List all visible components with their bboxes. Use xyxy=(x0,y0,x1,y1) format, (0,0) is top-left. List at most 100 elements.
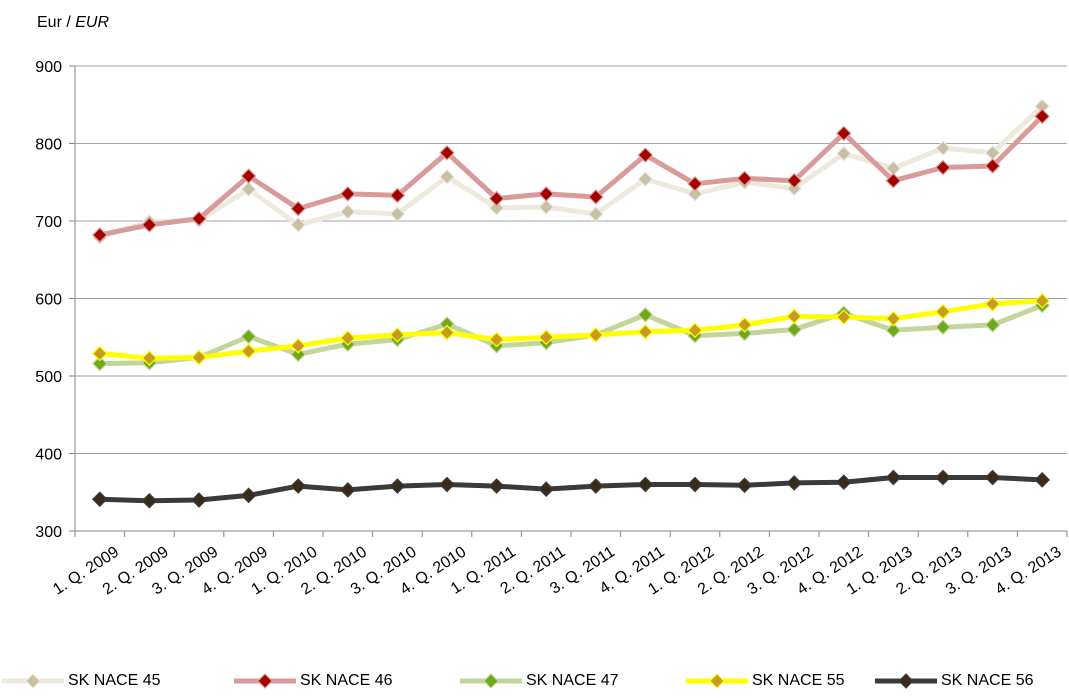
data-point-marker xyxy=(439,168,455,185)
legend-item: SK NACE 56 xyxy=(873,666,1033,696)
series-line xyxy=(97,303,1045,367)
data-point-marker xyxy=(736,317,753,333)
data-point-marker xyxy=(587,327,604,343)
legend-item: SK NACE 46 xyxy=(232,666,392,696)
data-point-marker xyxy=(1034,108,1051,125)
data-point-marker xyxy=(1034,472,1051,488)
data-point-marker xyxy=(786,321,803,338)
data-point-marker xyxy=(488,478,505,494)
data-point-marker xyxy=(191,349,207,366)
data-point-marker xyxy=(141,217,158,233)
data-point-marker xyxy=(91,345,108,362)
data-point-marker xyxy=(687,175,703,192)
data-point-marker xyxy=(91,227,108,243)
data-point-marker xyxy=(141,492,158,509)
legend-label: SK NACE 46 xyxy=(300,672,393,689)
legend-marker xyxy=(709,673,725,689)
series-sk-nace-55 xyxy=(91,292,1051,367)
data-point-marker xyxy=(637,306,654,323)
y-axis-unit-label: Eur / EUR xyxy=(37,14,109,32)
series-sk-nace-56 xyxy=(91,469,1051,509)
data-point-marker xyxy=(587,189,604,205)
data-point-marker xyxy=(488,190,505,207)
series-line xyxy=(97,113,1045,238)
data-point-marker xyxy=(339,482,356,498)
data-point-marker xyxy=(488,199,505,216)
data-point-marker xyxy=(439,476,455,493)
data-point-marker xyxy=(91,355,108,372)
data-point-marker xyxy=(687,186,703,202)
data-point-marker xyxy=(935,319,951,336)
series-sk-nace-46 xyxy=(91,108,1051,243)
data-point-marker xyxy=(935,159,951,176)
unit-label-italic: EUR xyxy=(75,14,110,31)
data-point-marker xyxy=(240,343,257,360)
data-point-marker xyxy=(339,186,356,202)
data-point-marker xyxy=(835,145,852,162)
data-point-marker xyxy=(935,469,951,486)
data-point-marker xyxy=(935,303,951,320)
legend-marker xyxy=(257,673,273,689)
data-point-marker xyxy=(835,125,852,142)
data-point-marker xyxy=(835,309,852,325)
data-point-marker xyxy=(984,317,1001,333)
data-point-marker xyxy=(240,181,257,198)
data-point-marker xyxy=(141,350,158,367)
data-point-marker xyxy=(290,217,307,233)
y-tick-label: 700 xyxy=(35,214,62,231)
data-point-marker xyxy=(439,324,455,341)
data-point-marker xyxy=(339,330,356,346)
data-point-marker xyxy=(290,337,307,354)
data-point-marker xyxy=(637,147,654,163)
data-point-marker xyxy=(488,331,505,348)
data-point-marker xyxy=(687,322,703,339)
data-point-marker xyxy=(637,476,654,493)
legend-item: SK NACE 47 xyxy=(458,666,618,696)
data-point-marker xyxy=(637,171,654,187)
data-point-marker xyxy=(389,478,406,494)
legend-marker xyxy=(483,673,499,689)
data-point-marker xyxy=(191,492,207,508)
data-point-marker xyxy=(984,158,1001,174)
data-point-marker xyxy=(538,329,555,346)
data-point-marker xyxy=(736,477,753,494)
y-tick-label: 300 xyxy=(35,524,62,541)
data-point-marker xyxy=(984,469,1001,486)
data-point-marker xyxy=(1034,292,1051,309)
series-line xyxy=(97,475,1045,504)
data-point-marker xyxy=(687,476,703,493)
data-point-marker xyxy=(290,200,307,217)
legend-label: SK NACE 55 xyxy=(752,672,845,689)
data-point-marker xyxy=(538,186,555,202)
series-line xyxy=(97,103,1045,240)
y-tick-label: 900 xyxy=(35,59,62,76)
legend-swatch xyxy=(875,673,937,689)
chart-legend: SK NACE 45 SK NACE 46 SK NACE 47 SK NACE 55… xyxy=(0,666,1069,696)
data-point-marker xyxy=(736,170,753,187)
data-point-marker xyxy=(587,478,604,494)
data-point-marker xyxy=(885,469,902,486)
data-point-marker xyxy=(885,172,902,189)
legend-label: SK NACE 56 xyxy=(941,672,1034,689)
data-point-marker xyxy=(637,323,654,340)
data-point-marker xyxy=(984,296,1001,312)
data-point-marker xyxy=(736,325,753,342)
y-tick-label: 500 xyxy=(35,369,62,386)
legend-swatch xyxy=(460,673,522,689)
legend-marker xyxy=(898,673,914,689)
data-point-marker xyxy=(389,327,406,343)
y-tick-label: 600 xyxy=(35,292,62,309)
legend-marker xyxy=(25,673,41,689)
data-point-marker xyxy=(191,210,207,227)
data-point-marker xyxy=(935,140,951,156)
data-point-marker xyxy=(587,206,604,222)
data-point-marker xyxy=(439,144,455,161)
legend-swatch xyxy=(686,673,748,689)
legend-label: SK NACE 45 xyxy=(68,672,161,689)
legend-label: SK NACE 47 xyxy=(526,672,619,689)
legend-item: SK NACE 45 xyxy=(0,666,160,696)
unit-label-text: Eur / xyxy=(37,14,76,31)
data-point-marker xyxy=(290,478,307,494)
legend-swatch xyxy=(2,673,64,689)
data-point-marker xyxy=(538,199,555,215)
